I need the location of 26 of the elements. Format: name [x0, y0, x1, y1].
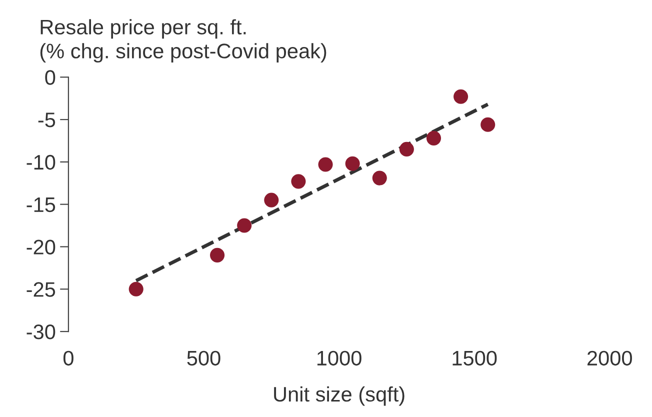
y-tick-label: -15: [26, 198, 56, 212]
y-tick-label: -10: [26, 154, 56, 170]
x-tick-label: 1500: [452, 350, 497, 366]
x-tick-label: 0: [63, 350, 74, 366]
point: [345, 156, 360, 171]
point: [291, 174, 306, 189]
point: [480, 117, 496, 132]
x-tick-label: 1000: [317, 350, 362, 366]
point: [318, 157, 333, 172]
point: [426, 130, 442, 146]
y-tick-label: -5: [38, 112, 56, 128]
point: [128, 282, 144, 296]
point: [454, 89, 468, 104]
x-tick-label: 2000: [588, 350, 632, 366]
point: [372, 170, 387, 186]
x-axis-title: Unit size (sqft): [274, 386, 404, 406]
y-axis-title: Resale price per sq. ft. (% chg. since post-Covid peak): [40, 19, 326, 63]
point: [399, 142, 414, 156]
y-tick-label: -20: [26, 240, 56, 254]
y-tick-label: -25: [26, 282, 56, 297]
point: [210, 248, 225, 262]
y-tick-label: -30: [26, 324, 56, 340]
y-tick-label: 0: [45, 70, 56, 85]
point: [237, 218, 252, 233]
point: [264, 192, 279, 208]
x-tick-label: 500: [187, 350, 220, 366]
